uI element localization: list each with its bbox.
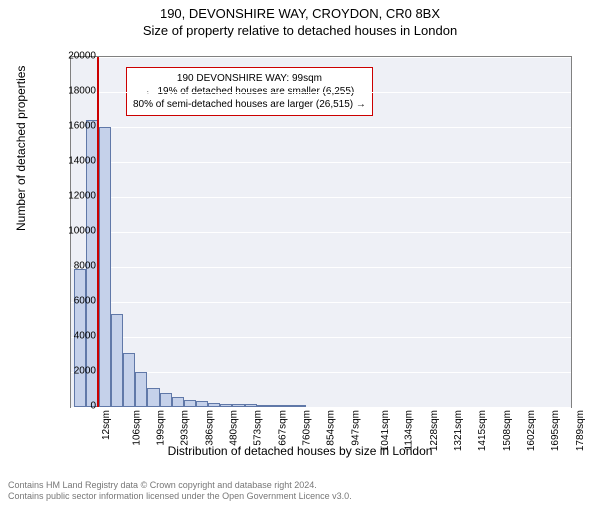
gridline: [71, 92, 571, 93]
x-tick-label: 1508sqm: [502, 410, 513, 451]
x-tick-label: 1228sqm: [429, 410, 440, 451]
histogram-bar: [257, 405, 269, 407]
footer-line2: Contains public sector information licen…: [8, 491, 352, 502]
annotation-line1: 190 DEVONSHIRE WAY: 99sqm: [133, 72, 366, 85]
gridline: [71, 57, 571, 58]
y-axis-label: Number of detached properties: [14, 66, 28, 231]
y-tick-label: 16000: [56, 121, 96, 132]
y-tick-label: 20000: [56, 51, 96, 62]
gridline: [71, 127, 571, 128]
y-tick-label: 0: [56, 401, 96, 412]
histogram-bar: [184, 400, 196, 407]
gridline: [71, 407, 571, 408]
y-tick-label: 4000: [56, 331, 96, 342]
histogram-bar: [245, 404, 257, 407]
gridline: [71, 197, 571, 198]
y-tick-label: 12000: [56, 191, 96, 202]
y-tick-label: 10000: [56, 226, 96, 237]
histogram-bar: [99, 127, 111, 407]
annotation-line3: 80% of semi-detached houses are larger (…: [133, 98, 366, 111]
gridline: [71, 232, 571, 233]
x-tick-label: 1602sqm: [526, 410, 537, 451]
x-tick-label: 573sqm: [253, 410, 264, 446]
x-tick-label: 1789sqm: [575, 410, 586, 451]
gridline: [71, 162, 571, 163]
chart-plot-area: 190 DEVONSHIRE WAY: 99sqm ← 19% of detac…: [70, 56, 572, 408]
x-tick-label: 12sqm: [101, 410, 112, 440]
histogram-bar: [220, 404, 232, 408]
y-tick-label: 8000: [56, 261, 96, 272]
x-tick-label: 480sqm: [229, 410, 240, 446]
x-tick-label: 1041sqm: [380, 410, 391, 451]
histogram-bar: [123, 353, 135, 407]
chart-title-main: 190, DEVONSHIRE WAY, CROYDON, CR0 8BX: [0, 6, 600, 21]
histogram-bar: [269, 405, 281, 407]
x-tick-label: 854sqm: [326, 410, 337, 446]
gridline: [71, 337, 571, 338]
x-tick-label: 1134sqm: [404, 410, 415, 450]
x-tick-label: 1321sqm: [453, 410, 464, 451]
histogram-bar: [135, 372, 147, 407]
marker-line: [97, 57, 99, 407]
x-tick-label: 199sqm: [155, 410, 166, 446]
y-tick-label: 18000: [56, 86, 96, 97]
histogram-bar: [281, 405, 293, 407]
histogram-bar: [293, 405, 305, 407]
x-tick-label: 106sqm: [131, 410, 142, 446]
histogram-bar: [172, 397, 184, 407]
histogram-bar: [232, 404, 244, 407]
histogram-bar: [160, 393, 172, 407]
chart-title-sub: Size of property relative to detached ho…: [0, 23, 600, 38]
footer-line1: Contains HM Land Registry data © Crown c…: [8, 480, 352, 491]
x-tick-label: 667sqm: [277, 410, 288, 446]
histogram-bar: [111, 314, 123, 407]
x-tick-label: 947sqm: [350, 410, 361, 446]
gridline: [71, 267, 571, 268]
x-tick-label: 1415sqm: [478, 410, 489, 451]
histogram-bar: [196, 401, 208, 407]
y-tick-label: 2000: [56, 366, 96, 377]
y-tick-label: 6000: [56, 296, 96, 307]
x-tick-label: 760sqm: [301, 410, 312, 446]
histogram-bar: [147, 388, 159, 407]
x-tick-label: 1695sqm: [551, 410, 562, 451]
histogram-bar: [208, 403, 220, 407]
x-tick-label: 293sqm: [180, 410, 191, 446]
y-tick-label: 14000: [56, 156, 96, 167]
x-tick-label: 386sqm: [204, 410, 215, 446]
gridline: [71, 302, 571, 303]
footer-credits: Contains HM Land Registry data © Crown c…: [8, 480, 352, 502]
